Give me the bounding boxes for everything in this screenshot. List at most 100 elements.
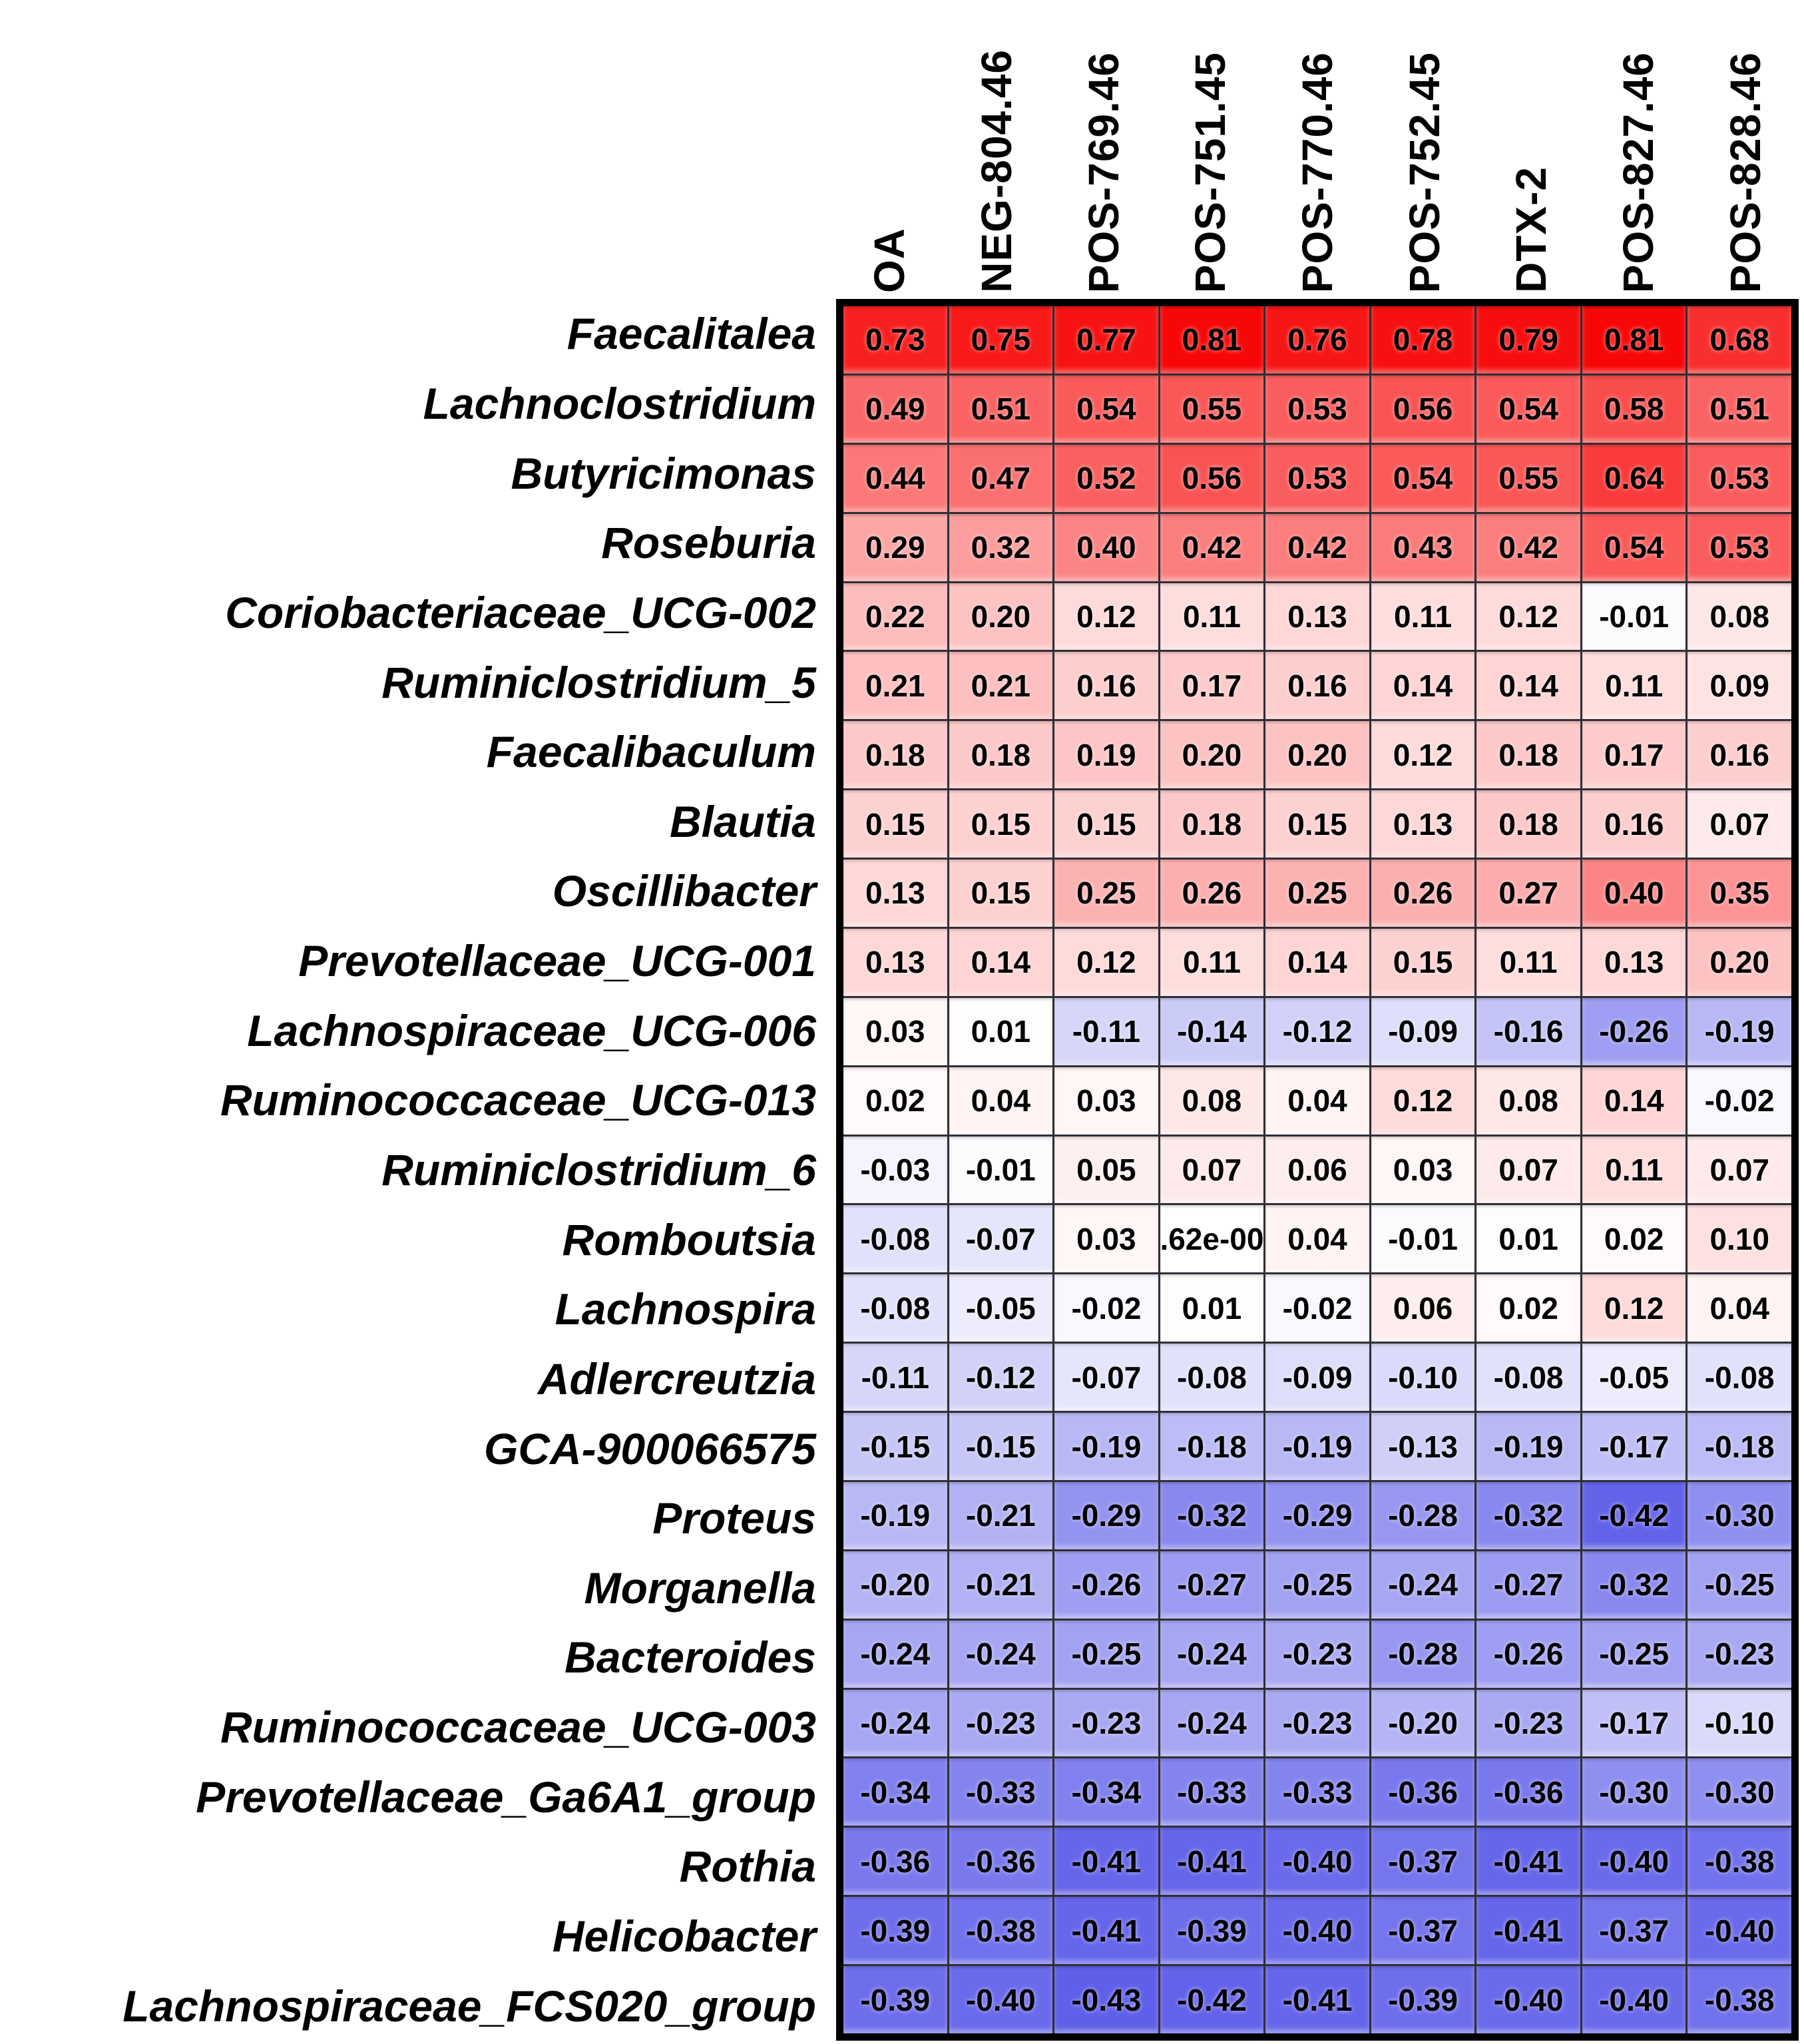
heatmap-cell: 0.35 — [1688, 860, 1791, 927]
heatmap-cell: 0.18 — [1160, 790, 1264, 858]
heatmap-cell: -0.24 — [843, 1689, 947, 1757]
heatmap-cell: 0.07 — [1688, 790, 1791, 858]
heatmap-cell: -0.37 — [1582, 1897, 1686, 1965]
heatmap-cell: 0.03 — [843, 997, 947, 1065]
heatmap-cell: 0.12 — [1476, 583, 1580, 650]
heatmap-grid: 0.73 0.75 0.77 0.81 0.76 0.78 0.79 0.81 0.68 0.49… — [843, 306, 1791, 2033]
column-header: POS-828.46 — [1691, 0, 1799, 293]
heatmap-cell: -0.33 — [1160, 1758, 1264, 1826]
heatmap-cell: 0.40 — [1582, 860, 1686, 927]
row-label: Lachnoclostridium — [423, 378, 816, 428]
heatmap-cell: 0.54 — [1476, 375, 1580, 443]
heatmap-cell: 0.47 — [949, 444, 1053, 512]
heatmap-cell: 0.01 — [949, 997, 1053, 1065]
heatmap-cell: -0.23 — [1688, 1620, 1791, 1688]
heatmap-cell: -0.41 — [1476, 1897, 1580, 1965]
heatmap-cell: -0.24 — [1160, 1620, 1264, 1688]
heatmap-cell: -0.19 — [843, 1481, 947, 1549]
row-label: Helicobacter — [552, 1912, 816, 1961]
heatmap-cell: -0.33 — [949, 1758, 1053, 1826]
heatmap-cell: -0.01 — [1371, 1205, 1475, 1273]
heatmap-cell: 0.15 — [1054, 790, 1158, 858]
column-header-label: POS-751.45 — [1186, 51, 1235, 293]
heatmap-cell: -0.36 — [1371, 1758, 1475, 1826]
heatmap-cell: 0.53 — [1265, 444, 1369, 512]
row-label: Adlercreutzia — [537, 1354, 816, 1404]
heatmap-cell: -0.41 — [1054, 1897, 1158, 1965]
heatmap-cell: 0.77 — [1054, 306, 1158, 374]
column-header: NEG-804.46 — [943, 0, 1050, 293]
heatmap-cell: -0.29 — [1265, 1481, 1369, 1549]
heatmap-cell: -0.41 — [1265, 1966, 1369, 2033]
heatmap-cell: 0.08 — [1160, 1067, 1264, 1135]
heatmap-cell: 0.02 — [843, 1067, 947, 1135]
heatmap-cell: -0.40 — [1582, 1966, 1686, 2033]
heatmap-cell: 0.06 — [1265, 1136, 1369, 1204]
heatmap-cell: -0.19 — [1688, 997, 1791, 1065]
heatmap-cell: 0.17 — [1582, 721, 1686, 789]
heatmap-cell: -0.03 — [843, 1136, 947, 1204]
column-header-label: DTX-2 — [1507, 166, 1556, 293]
heatmap-cell: 0.11 — [1476, 928, 1580, 996]
heatmap-cell: 0.02 — [1582, 1205, 1686, 1273]
heatmap-cell: 0.14 — [1582, 1067, 1686, 1135]
row-label: Ruminiclostridium_5 — [381, 657, 816, 707]
heatmap-cell: 0.04 — [1265, 1205, 1369, 1273]
heatmap-cell: -0.40 — [1265, 1828, 1369, 1896]
heatmap-cell: -0.43 — [1054, 1966, 1158, 2033]
heatmap-cell: 0.49 — [843, 375, 947, 443]
heatmap-cell: -0.40 — [1582, 1828, 1686, 1896]
heatmap-cell: 0.18 — [949, 721, 1053, 789]
heatmap-cell: -0.23 — [949, 1689, 1053, 1757]
column-headers: OA NEG-804.46 POS-769.46 POS-751.45 POS-770.… — [836, 0, 1799, 293]
row-label: Coriobacteriaceae_UCG-002 — [225, 587, 816, 637]
heatmap-cell: 0.54 — [1582, 513, 1686, 581]
row-label: Rothia — [679, 1842, 816, 1892]
heatmap-cell: -0.11 — [843, 1344, 947, 1411]
heatmap-cell: -0.19 — [1054, 1413, 1158, 1480]
heatmap-cell: 0.75 — [949, 306, 1053, 374]
row-label: Faecalibaculum — [486, 727, 816, 777]
heatmap-cell: 0.21 — [949, 652, 1053, 720]
heatmap-cell: -0.42 — [1160, 1966, 1264, 2033]
heatmap-cell: 0.14 — [949, 928, 1053, 996]
heatmap-cell: -0.21 — [949, 1551, 1053, 1619]
heatmap-cell: -0.17 — [1582, 1689, 1686, 1757]
heatmap-cell: -0.24 — [949, 1620, 1053, 1688]
heatmap-cell: -0.25 — [1688, 1551, 1791, 1619]
column-header: POS-827.46 — [1585, 0, 1692, 293]
row-label: Romboutsia — [562, 1214, 816, 1264]
heatmap-cell: 0.20 — [949, 583, 1053, 650]
heatmap-cell: -0.20 — [843, 1551, 947, 1619]
heatmap-cell: -0.25 — [1265, 1551, 1369, 1619]
heatmap-cell: -0.12 — [1265, 997, 1369, 1065]
heatmap-cell: -0.02 — [1688, 1067, 1791, 1135]
heatmap-cell: -0.33 — [1265, 1758, 1369, 1826]
row-label: Butyricimonas — [511, 448, 816, 498]
heatmap-cell: -0.28 — [1371, 1620, 1475, 1688]
heatmap-cell: -0.15 — [843, 1413, 947, 1480]
heatmap-cell: 0.15 — [1371, 928, 1475, 996]
heatmap-cell: -0.16 — [1476, 997, 1580, 1065]
heatmap-cell: 0.11 — [1582, 1136, 1686, 1204]
heatmap-cell: -0.26 — [1582, 997, 1686, 1065]
heatmap-cell: 0.01 — [1476, 1205, 1580, 1273]
heatmap-cell: -0.34 — [1054, 1758, 1158, 1826]
heatmap-cell: 0.73 — [843, 306, 947, 374]
heatmap-cell: 0.53 — [1688, 513, 1791, 581]
heatmap-cell: -0.38 — [1688, 1966, 1791, 2033]
heatmap-cell: 0.20 — [1688, 928, 1791, 996]
heatmap-cell: 0.15 — [843, 790, 947, 858]
heatmap-cell: 0.04 — [1265, 1067, 1369, 1135]
heatmap-cell: -0.40 — [949, 1966, 1053, 2033]
heatmap-cell: 0.11 — [1160, 583, 1264, 650]
heatmap-cell: -0.08 — [1476, 1344, 1580, 1411]
heatmap-cell: 0.26 — [1371, 860, 1475, 927]
heatmap-cell: 0.15 — [1265, 790, 1369, 858]
heatmap-cell: -0.25 — [1054, 1620, 1158, 1688]
heatmap-cell: -0.13 — [1371, 1413, 1475, 1480]
heatmap-cell: -0.09 — [1371, 997, 1475, 1065]
heatmap-cell: 0.16 — [1582, 790, 1686, 858]
heatmap-cell: -0.41 — [1476, 1828, 1580, 1896]
